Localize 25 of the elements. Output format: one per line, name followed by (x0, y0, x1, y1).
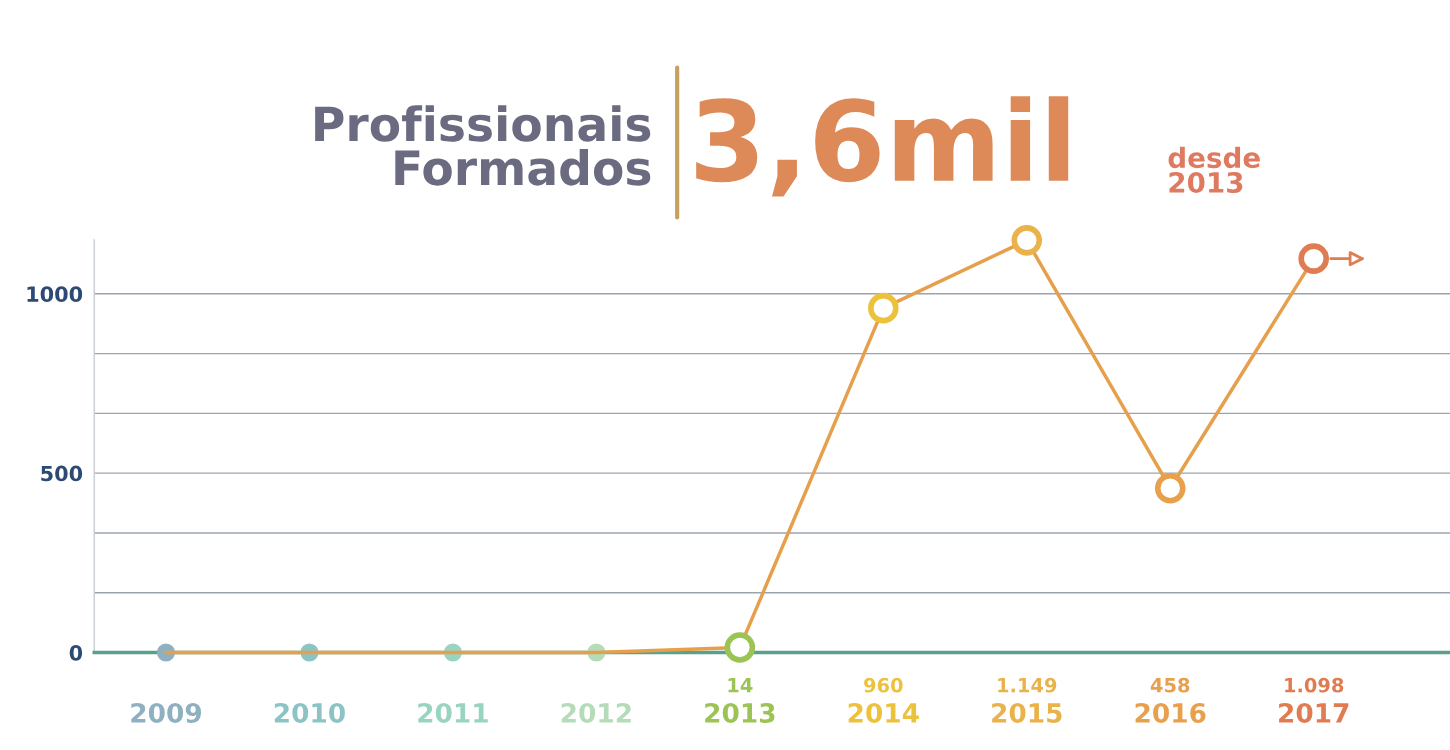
chart-subtitle: 3,6mil (696, 96, 1069, 197)
x-tick-label: 2011 (418, 702, 488, 723)
data-label: 458 (1150, 677, 1190, 693)
point (724, 632, 756, 663)
x-tick-label: 2013 (705, 702, 775, 723)
y-tick-label: 500 (41, 465, 83, 482)
chart-title: Profissionais Formados (315, 105, 651, 186)
x-tick-label: 2010 (274, 702, 345, 723)
point (868, 292, 899, 324)
x-tick-label: 2015 (992, 702, 1062, 723)
x-tick-label: 2016 (1135, 702, 1206, 723)
point (1011, 225, 1043, 256)
data-label: 1.098 (1285, 677, 1344, 693)
data-label: 960 (864, 677, 903, 693)
data-label: 14 (728, 678, 753, 693)
x-tick-label: 2009 (131, 702, 202, 723)
x-tick-label: 2012 (561, 702, 631, 723)
y-tick-label: 0 (69, 644, 83, 661)
y-tick-label: 1000 (27, 286, 83, 303)
text: desde 2013 (1168, 146, 1260, 193)
point (1298, 243, 1329, 274)
x-tick-label: 2017 (1279, 702, 1349, 723)
x-tick-label: 2014 (848, 702, 919, 723)
data-label: 1.149 (998, 677, 1057, 693)
point (1154, 472, 1186, 504)
